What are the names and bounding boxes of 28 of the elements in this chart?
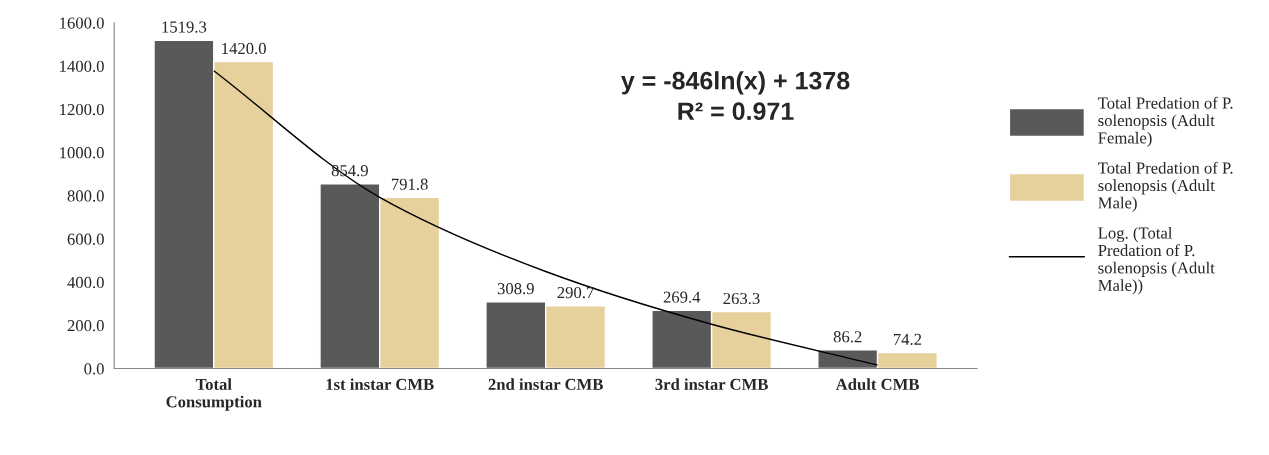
line-series [213, 70, 879, 366]
data-label: 269.4 [663, 291, 701, 303]
data-label: 290.7 [557, 286, 594, 299]
data-label: 1519.3 [162, 21, 207, 33]
legend-label: Log. (Total Predation of P. solenopsis (Adult Male)) [1098, 226, 1215, 295]
data-label: 791.8 [391, 178, 428, 190]
y-tick-label: 1600.0 [60, 17, 104, 29]
legend-label: Total Predation of P. solenopsis (Adult Male) [1098, 161, 1233, 212]
x-tick-label: Adult CMB [835, 378, 919, 391]
y-tick-label: 1200.0 [60, 103, 104, 116]
y-tick-label: 200.0 [67, 320, 104, 332]
y-tick-label: 600.0 [67, 233, 104, 245]
y-tick-label: 400.0 [67, 276, 104, 289]
legend-label: Total Predation of P. solenopsis (Adult Female) [1098, 96, 1233, 147]
x-tick-label: 2nd instar CMB [488, 378, 603, 390]
data-label: 263.3 [723, 292, 760, 305]
y-tick-label: 1000.0 [60, 147, 104, 159]
x-tick-label: 1st instar CMB [326, 378, 434, 390]
y-tick-label: 0.0 [84, 363, 104, 375]
data-label: 1420.0 [222, 42, 266, 55]
x-tick-label: Total Consumption [166, 378, 262, 411]
data-label: 308.9 [497, 282, 534, 295]
y-tick-label: 1400.0 [60, 60, 104, 72]
data-label: 86.2 [833, 331, 862, 343]
annotation: y = -846ln(x) + 1378 R² = 0.971 [621, 71, 850, 121]
y-tick-label: 800.0 [67, 190, 104, 202]
data-label: 74.2 [893, 333, 922, 346]
x-tick-label: 3rd instar CMB [655, 378, 768, 390]
